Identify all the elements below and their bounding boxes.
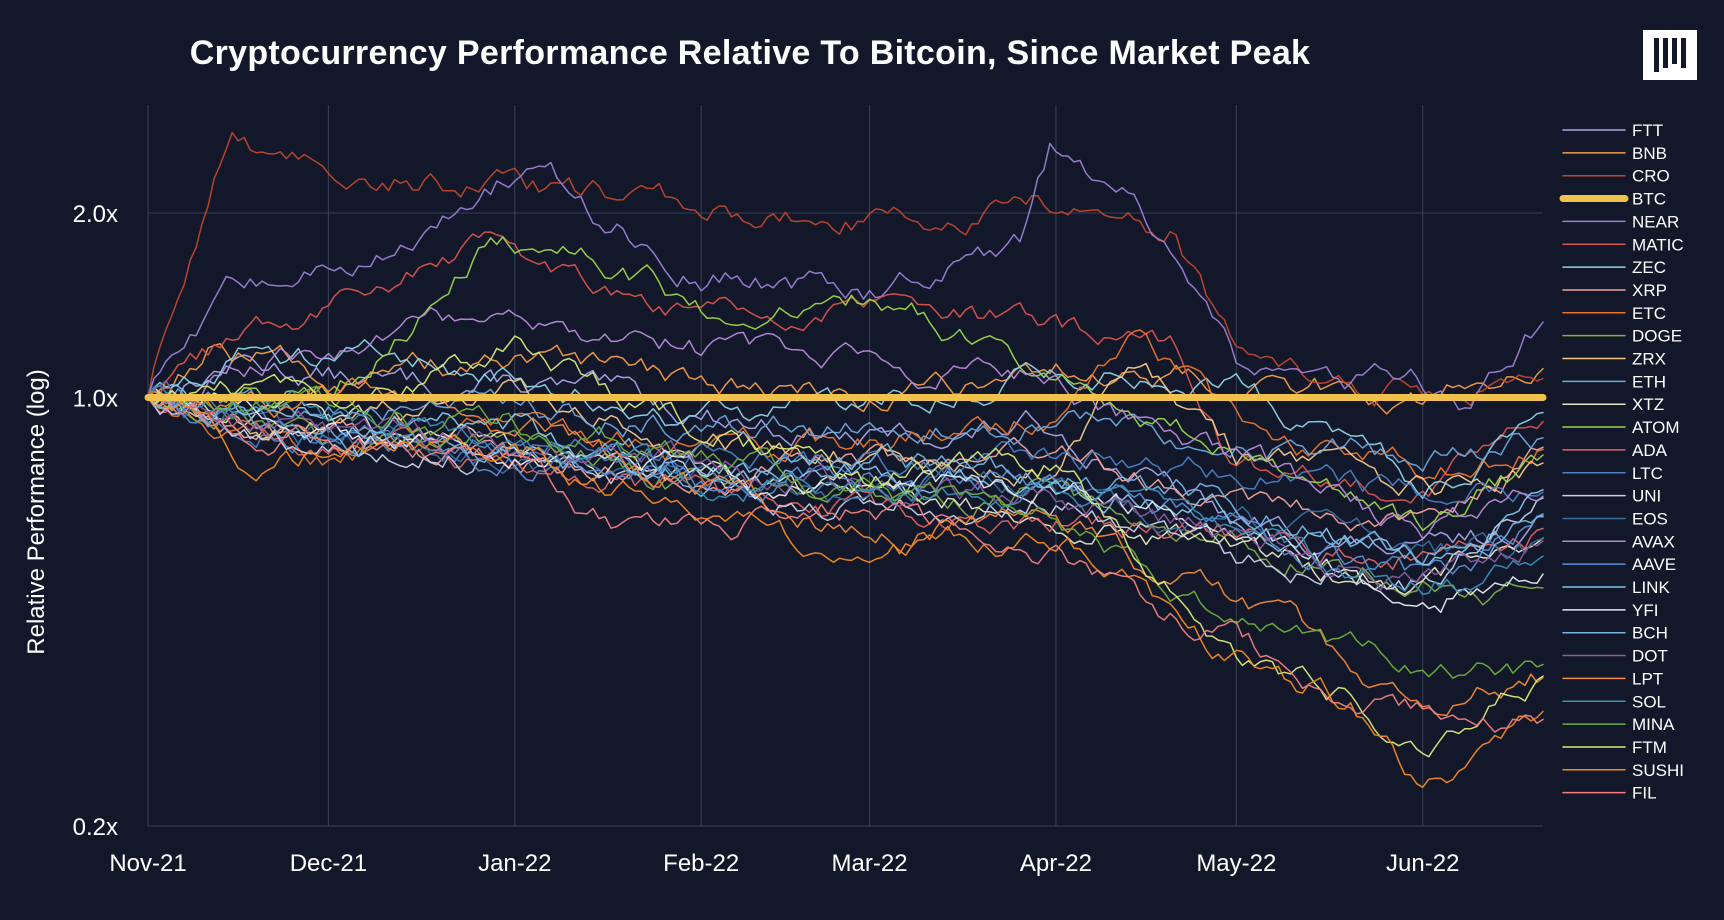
legend-label-avax: AVAX xyxy=(1632,532,1675,551)
legend-label-sushi: SUSHI xyxy=(1632,761,1684,780)
series-line-uni xyxy=(147,396,1544,591)
legend-label-eth: ETH xyxy=(1632,372,1666,391)
series-line-lpt xyxy=(147,377,1544,717)
legend-label-aave: AAVE xyxy=(1632,555,1676,574)
axis-labels: 0.2x 1.0x 2.0x Nov-21 Dec-21 Jan-22 Feb-22 Mar-… xyxy=(73,201,1460,877)
legend-label-eos: EOS xyxy=(1632,509,1668,528)
legend-label-ada: ADA xyxy=(1632,441,1668,460)
legend-label-atom: ATOM xyxy=(1632,418,1680,437)
series-line-cro xyxy=(147,131,1544,407)
x-tick-label: Jun-22 xyxy=(1386,850,1459,877)
legend-label-zrx: ZRX xyxy=(1632,350,1666,369)
series-line-atom xyxy=(147,236,1544,532)
legend-label-yfi: YFI xyxy=(1632,601,1658,620)
brand-logo-icon xyxy=(1643,30,1697,80)
legend-label-ftt: FTT xyxy=(1632,121,1663,140)
y-tick-label: 0.2x xyxy=(73,814,118,841)
legend-label-sol: SOL xyxy=(1632,692,1666,711)
legend-label-lpt: LPT xyxy=(1632,669,1663,688)
legend-label-ltc: LTC xyxy=(1632,464,1663,483)
legend: FTT BNB CRO BTC NEAR MATIC ZEC XRP ETC DOGE ZRX ETH… xyxy=(1559,121,1684,803)
series-line-near xyxy=(147,142,1544,411)
x-tick-label: May-22 xyxy=(1196,850,1276,877)
x-tick-label: Nov-21 xyxy=(109,850,186,877)
series-line-ftm xyxy=(147,335,1544,758)
legend-label-zec: ZEC xyxy=(1632,258,1666,277)
series-lines xyxy=(144,131,1547,789)
series-line-eth xyxy=(147,387,1544,472)
legend-label-dot: DOT xyxy=(1632,647,1668,666)
series-line-avax xyxy=(147,306,1544,540)
legend-label-xrp: XRP xyxy=(1632,281,1667,300)
legend-label-doge: DOGE xyxy=(1632,327,1682,346)
series-line-fil xyxy=(147,396,1544,733)
y-tick-label: 1.0x xyxy=(73,385,118,412)
legend-label-uni: UNI xyxy=(1632,487,1661,506)
x-tick-label: Mar-22 xyxy=(832,850,908,877)
legend-label-cro: CRO xyxy=(1632,167,1670,186)
legend-label-ftm: FTM xyxy=(1632,738,1667,757)
legend-label-near: NEAR xyxy=(1632,212,1679,231)
legend-label-btc: BTC xyxy=(1632,190,1666,209)
legend-label-bch: BCH xyxy=(1632,624,1668,643)
series-line-eos xyxy=(147,386,1544,560)
legend-label-fil: FIL xyxy=(1632,784,1657,803)
x-tick-label: Dec-21 xyxy=(290,850,367,877)
x-tick-label: Jan-22 xyxy=(478,850,551,877)
series-line-bch xyxy=(147,395,1544,565)
series-line-zec xyxy=(147,339,1544,500)
y-tick-label: 2.0x xyxy=(73,201,118,228)
chart-title: Cryptocurrency Performance Relative To B… xyxy=(189,34,1311,72)
legend-label-mina: MINA xyxy=(1632,715,1675,734)
series-line-matic xyxy=(147,231,1544,504)
series-line-mina xyxy=(147,385,1544,679)
series-line-bnb xyxy=(147,342,1544,415)
legend-label-link: LINK xyxy=(1632,578,1670,597)
legend-label-etc: ETC xyxy=(1632,304,1666,323)
x-tick-label: Feb-22 xyxy=(663,850,739,877)
series-line-sol xyxy=(147,384,1544,596)
legend-label-xtz: XTZ xyxy=(1632,395,1664,414)
legend-label-matic: MATIC xyxy=(1632,235,1684,254)
series-line-sushi xyxy=(147,390,1544,789)
x-tick-label: Apr-22 xyxy=(1020,850,1092,877)
legend-label-bnb: BNB xyxy=(1632,144,1667,163)
